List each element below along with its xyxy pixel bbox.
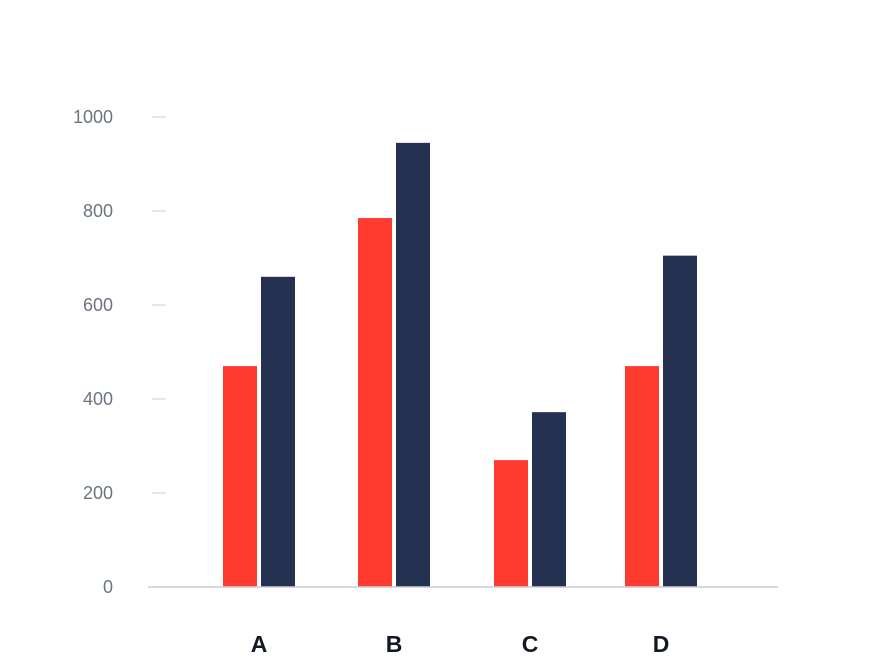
bar-B-series-1	[358, 218, 392, 588]
bar-D-series-1	[625, 366, 659, 587]
x-axis: A B C D	[251, 631, 670, 657]
bar-A-series-1	[223, 366, 257, 587]
y-tick-label-0: 0	[103, 577, 113, 597]
bar-B-series-2	[396, 142, 430, 587]
y-tick-label-400: 400	[83, 389, 113, 409]
x-category-label-C: C	[522, 631, 539, 657]
x-category-label-A: A	[251, 631, 268, 657]
bar-C-series-1	[494, 460, 528, 587]
x-category-label-D: D	[653, 631, 670, 657]
bar-D-series-2	[663, 255, 697, 587]
bar-A-series-2	[261, 276, 295, 587]
x-category-label-B: B	[386, 631, 403, 657]
y-tick-label-200: 200	[83, 483, 113, 503]
y-tick-label-1000: 1000	[73, 107, 113, 127]
bars	[223, 142, 697, 588]
y-axis: 0 200 400 600 800 1000	[73, 107, 166, 597]
y-tick-label-600: 600	[83, 295, 113, 315]
y-tick-label-800: 800	[83, 201, 113, 221]
bar-C-series-2	[532, 412, 566, 587]
